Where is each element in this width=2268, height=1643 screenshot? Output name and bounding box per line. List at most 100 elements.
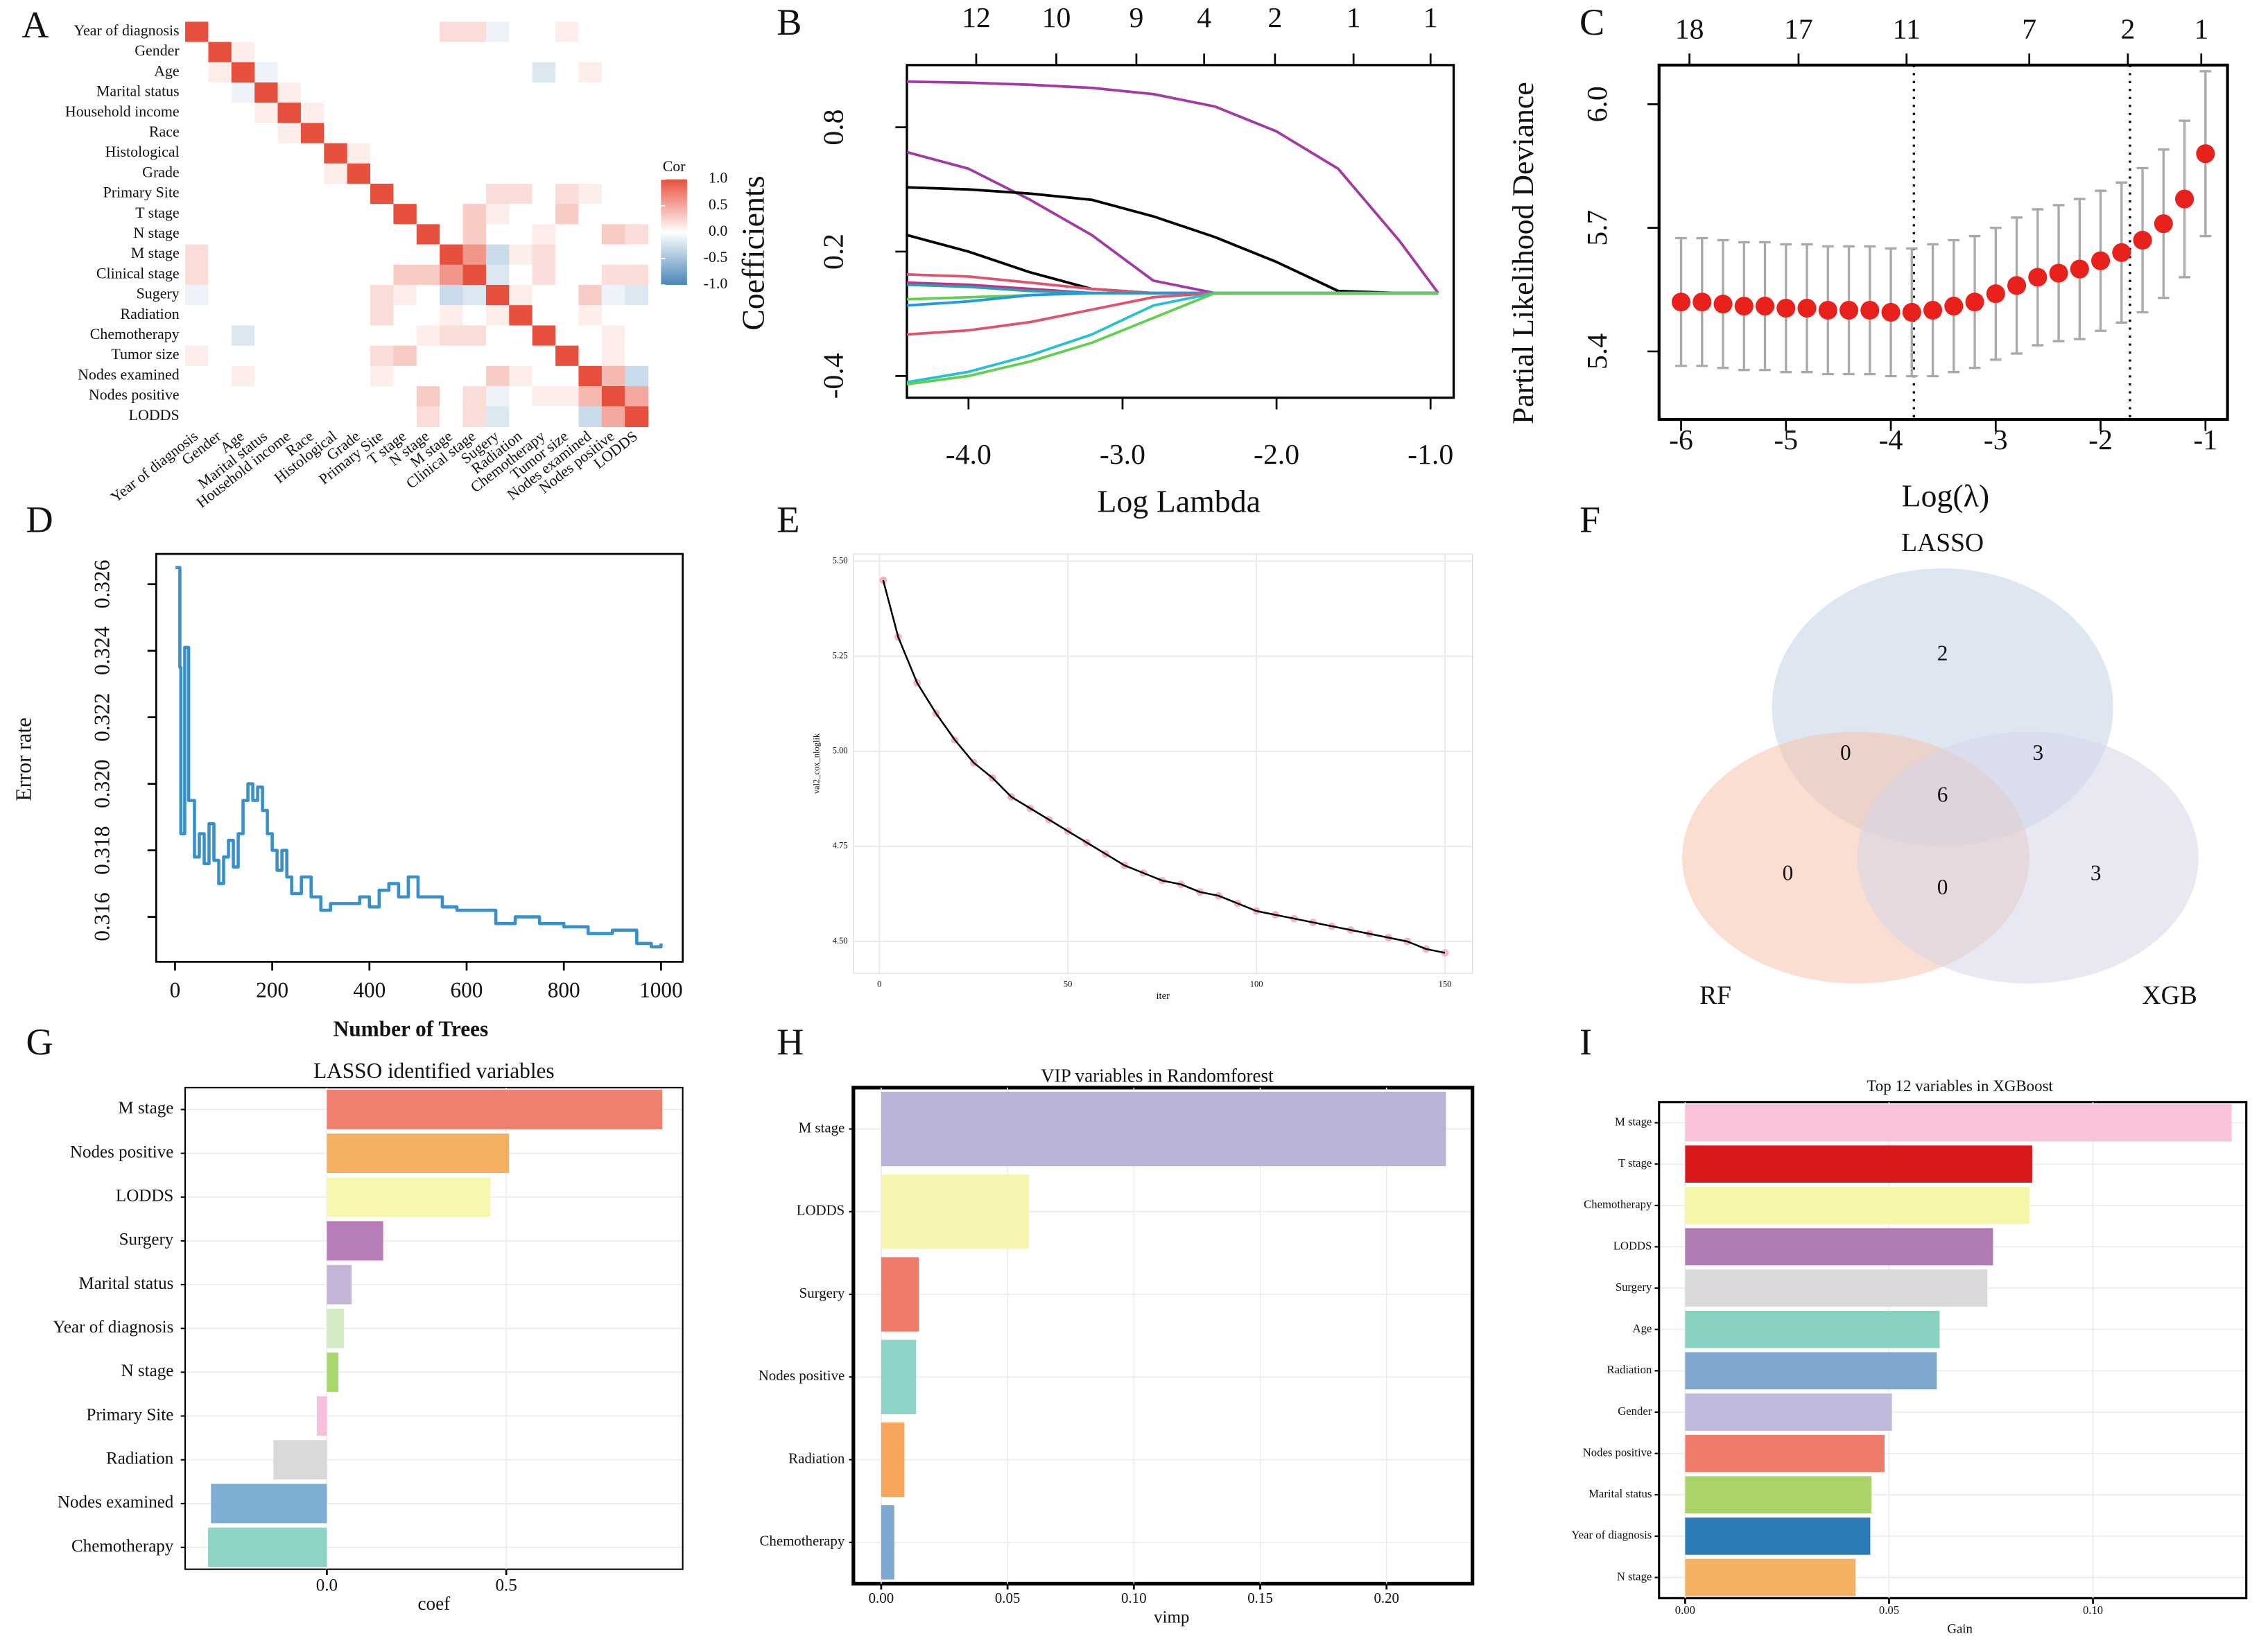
heatmap-cell: [185, 365, 209, 387]
heatmap-cell: [440, 365, 464, 387]
row-label: Year of diagnosis: [73, 21, 179, 39]
heatmap-cell: [185, 21, 209, 43]
heatmap-cell: [625, 163, 649, 184]
bar: [881, 1174, 1030, 1249]
category-label: Nodes positive: [1583, 1445, 1652, 1459]
heatmap-cell: [324, 62, 348, 83]
heatmap-cell: [393, 123, 417, 144]
heatmap-cell: [625, 284, 649, 306]
heatmap-cell: [555, 325, 580, 347]
heatmap-cell: [532, 62, 556, 83]
heatmap-cell: [254, 103, 279, 123]
heatmap-cell: [254, 163, 279, 184]
heatmap-cell: [555, 406, 580, 428]
heatmap-cell: [300, 42, 324, 63]
heatmap-cell: [300, 406, 324, 428]
heatmap-cell: [509, 103, 533, 123]
heatmap-cell: [416, 224, 440, 245]
bar: [1685, 1145, 2032, 1183]
heatmap-cell: [440, 284, 464, 306]
bar: [1685, 1393, 1892, 1431]
heatmap-cell: [208, 143, 232, 164]
heatmap-cell: [208, 21, 232, 43]
heatmap-cell: [185, 123, 209, 144]
heatmap-cell: [555, 183, 580, 205]
heatmap-cell: [625, 21, 649, 43]
heatmap-cell: [254, 386, 279, 407]
heatmap-cell: [185, 62, 209, 83]
bar: [327, 1177, 491, 1217]
panel-letter: G: [26, 1021, 53, 1063]
heatmap-cell: [254, 325, 279, 347]
heatmap-cell: [393, 345, 417, 367]
point: [2091, 251, 2111, 270]
heatmap-cell: [370, 163, 395, 184]
bar: [1685, 1518, 1871, 1555]
heatmap-cell: [601, 365, 625, 387]
heatmap-cell: [370, 42, 395, 63]
heatmap-cell: [393, 325, 417, 347]
heatmap-cell: [208, 305, 232, 327]
heatmap-cell: [254, 62, 279, 83]
category-label: Radiation: [1607, 1363, 1652, 1376]
y-axis-title: Partial Likelihood Deviance: [1507, 82, 1540, 424]
heatmap-cell: [532, 386, 556, 407]
heatmap-cell: [555, 305, 580, 327]
heatmap-cell: [393, 244, 417, 266]
heatmap-cell: [578, 123, 603, 144]
heatmap-cell: [601, 244, 625, 266]
category-label: Gender: [1618, 1405, 1652, 1418]
heatmap-cell: [625, 62, 649, 83]
heatmap-cell: [347, 345, 371, 367]
x-tick-label: 0.10: [2083, 1603, 2103, 1617]
bar: [327, 1352, 338, 1392]
x-axis-title: Log Lambda: [1097, 484, 1261, 519]
bar: [1685, 1228, 1993, 1266]
heatmap-cell: [416, 284, 440, 306]
point: [1902, 302, 1921, 322]
category-label: LODDS: [116, 1187, 173, 1206]
heatmap-cell: [532, 305, 556, 327]
heatmap-cell: [532, 42, 556, 63]
bar: [881, 1505, 894, 1580]
row-label: Gender: [135, 42, 180, 59]
top-tick-label: 1: [2194, 13, 2208, 45]
plot-frame: [1658, 1101, 2248, 1599]
heatmap-cell: [440, 163, 464, 184]
heatmap-cell: [440, 21, 464, 43]
heatmap-cell: [347, 284, 371, 306]
heatmap-cell: [347, 62, 371, 83]
heatmap-cell: [370, 244, 395, 266]
heatmap-cell: [485, 284, 510, 306]
point: [1818, 300, 1837, 320]
plot-frame: [906, 64, 1455, 399]
heatmap-cell: [208, 82, 232, 103]
heatmap-cell: [370, 62, 395, 83]
panel-letter: B: [777, 1, 802, 43]
heatmap-cell: [532, 82, 556, 103]
heatmap-cell: [231, 82, 255, 103]
heatmap-cell: [462, 345, 487, 367]
heatmap-cell: [185, 42, 209, 63]
heatmap-cell: [324, 365, 348, 387]
heatmap-cell: [578, 325, 603, 347]
heatmap-cell: [462, 183, 487, 205]
heatmap-cell: [370, 386, 395, 407]
point: [1965, 293, 1984, 312]
category-label: Primary Site: [87, 1405, 174, 1424]
heatmap-cell: [370, 264, 395, 286]
heatmap-cell: [440, 305, 464, 327]
heatmap-cell: [324, 386, 348, 407]
heatmap-cell: [625, 204, 649, 225]
heatmap-cell: [485, 305, 510, 327]
point: [2112, 243, 2131, 262]
point: [1923, 300, 1943, 320]
heatmap-cell: [416, 103, 440, 123]
x-tick-label: 0.0: [316, 1576, 338, 1594]
heatmap-cell: [208, 204, 232, 225]
heatmap-cell: [277, 143, 302, 164]
heatmap-cell: [462, 386, 487, 407]
heatmap-cell: [347, 224, 371, 245]
point: [1860, 300, 1880, 320]
heatmap-cell: [347, 204, 371, 225]
